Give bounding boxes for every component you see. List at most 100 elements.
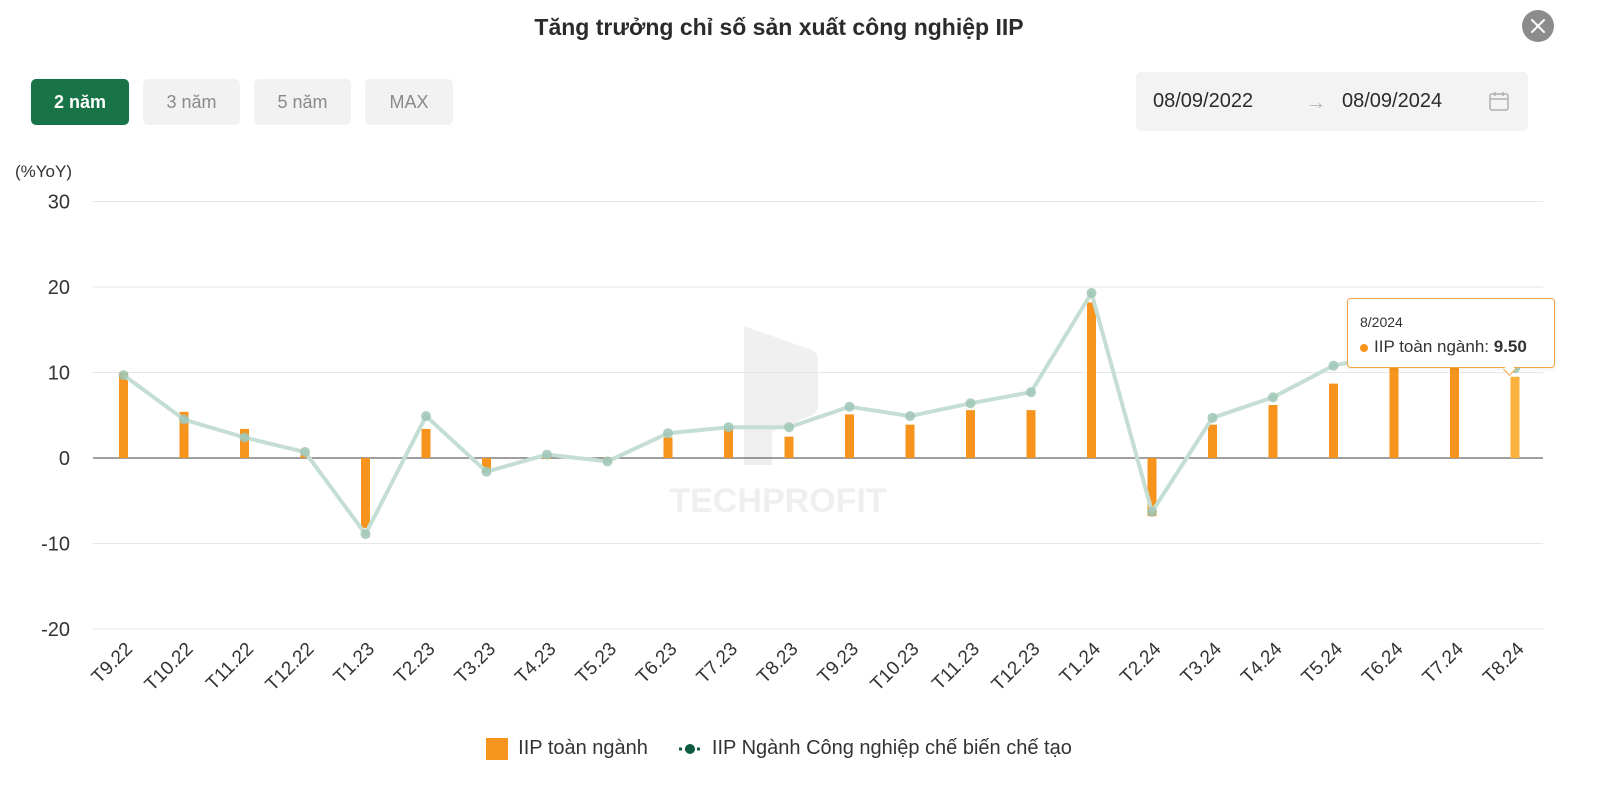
y-axis-unit-label: (%YoY) (15, 162, 73, 181)
legend-item-iip-total[interactable]: IIP toàn ngành (486, 737, 648, 760)
point-iip-manufacturing[interactable] (542, 449, 552, 460)
bar-iip-total[interactable] (1147, 458, 1157, 517)
x-tick-label: T6.24 (1358, 638, 1408, 688)
point-iip-manufacturing[interactable] (1207, 412, 1218, 423)
point-iip-manufacturing[interactable] (1086, 287, 1097, 298)
x-tick-label: T2.23 (390, 639, 439, 688)
point-iip-manufacturing[interactable] (1328, 360, 1339, 371)
point-iip-manufacturing[interactable] (481, 466, 492, 477)
point-iip-manufacturing[interactable] (1026, 387, 1036, 398)
x-tick-label: T9.22 (88, 639, 137, 688)
close-button[interactable] (1522, 10, 1554, 42)
bar-iip-total[interactable] (905, 424, 915, 458)
bar-iip-total[interactable] (361, 458, 370, 529)
tooltip-date: 8/2024 (1360, 314, 1403, 330)
legend-bar-swatch-icon (486, 737, 509, 760)
x-tick-label: T12.23 (988, 639, 1045, 696)
line-iip-manufacturing (122, 290, 1516, 537)
point-iip-manufacturing[interactable] (663, 428, 673, 439)
x-tick-label: T5.23 (572, 639, 621, 688)
point-iip-manufacturing[interactable] (239, 432, 250, 443)
bar-iip-total[interactable] (1026, 410, 1036, 458)
x-tick-label: T4.24 (1237, 638, 1287, 688)
point-iip-manufacturing[interactable] (844, 401, 855, 412)
range-tab-3-years[interactable]: 3 năm (143, 79, 240, 125)
bar-iip-total[interactable] (240, 428, 249, 458)
legend-label-iip-manufacturing: IIP Ngành Công nghiệp chế biến chế tạo (711, 737, 1072, 759)
legend-line-swatch-icon (678, 743, 701, 754)
range-tab-max[interactable]: MAX (365, 79, 453, 125)
end-date[interactable]: 08/09/2024 (1342, 90, 1443, 112)
x-tick-label: T8.24 (1479, 638, 1529, 688)
chart-legend: IIP toàn ngành IIP Ngành Công nghiệp chế… (0, 737, 1558, 760)
chart-title: Tăng trưởng chỉ số sản xuất công nghiệp … (534, 14, 1024, 40)
x-tick-label: T7.23 (693, 639, 742, 688)
x-tick-label: T3.23 (451, 639, 500, 688)
tooltip-dot-icon (1360, 343, 1368, 352)
point-iip-manufacturing[interactable] (118, 370, 129, 381)
x-tick-label: T8.23 (753, 639, 802, 688)
tooltip-series: IIP toàn ngành (1374, 337, 1485, 356)
x-tick-label: T4.23 (511, 639, 560, 688)
point-iip-manufacturing[interactable] (300, 447, 310, 458)
arrow-right-icon: → (1306, 92, 1326, 114)
range-tab-5-years[interactable]: 5 năm (254, 79, 351, 125)
point-iip-manufacturing[interactable] (602, 456, 613, 467)
point-iip-manufacturing[interactable] (1147, 506, 1157, 517)
point-iip-manufacturing[interactable] (784, 422, 794, 433)
point-iip-manufacturing[interactable] (965, 398, 976, 409)
point-iip-manufacturing[interactable] (723, 422, 734, 433)
bar-iip-total[interactable] (179, 411, 189, 458)
bar-iip-total[interactable] (663, 437, 673, 458)
point-iip-manufacturing[interactable] (1268, 392, 1278, 403)
x-tick-label: T10.23 (867, 639, 924, 696)
calendar-icon[interactable] (1488, 90, 1510, 112)
bar-iip-total[interactable] (421, 428, 431, 458)
x-tick-label: T3.24 (1177, 638, 1227, 688)
tooltip-value: 9.50 (1493, 337, 1527, 356)
bar-iip-total[interactable] (1268, 404, 1278, 458)
chart-tooltip: 8/2024 IIP toàn ngành: 9.50 (1347, 298, 1555, 376)
bar-iip-total[interactable] (1510, 376, 1520, 458)
x-tick-label: T6.23 (632, 639, 681, 688)
bar-iip-total[interactable] (724, 428, 733, 458)
y-tick-label: -10 (41, 534, 70, 556)
tooltip-row: IIP toàn ngành: 9.50 (1360, 337, 1527, 357)
point-iip-manufacturing[interactable] (179, 414, 189, 425)
x-tick-label: T1.23 (330, 639, 379, 688)
x-tick-label: T1.24 (1056, 638, 1106, 688)
close-icon (1531, 19, 1545, 33)
bar-iip-total[interactable] (1329, 383, 1338, 458)
bar-iip-total[interactable] (784, 436, 794, 458)
bar-iip-total[interactable] (966, 410, 975, 458)
point-iip-manufacturing[interactable] (421, 411, 431, 422)
techprofit-logo: TECHPROFIT (669, 326, 887, 520)
point-iip-manufacturing[interactable] (905, 411, 915, 422)
bar-iip-total[interactable] (482, 458, 491, 473)
y-tick-label: -20 (41, 619, 70, 641)
legend-label-iip-total: IIP toàn ngành (518, 737, 648, 759)
x-tick-label: T12.22 (262, 639, 319, 696)
x-tick-label: T2.24 (1116, 638, 1166, 688)
bar-iip-total[interactable] (1208, 424, 1217, 458)
x-tick-label: T11.22 (202, 639, 258, 695)
watermark-text: TECHPROFIT (669, 482, 886, 520)
bar-iip-total[interactable] (845, 414, 854, 458)
x-tick-label: T11.23 (928, 639, 984, 695)
bar-iip-total[interactable] (1389, 364, 1399, 458)
legend-item-iip-manufacturing[interactable]: IIP Ngành Công nghiệp chế biến chế tạo (678, 737, 1072, 760)
x-tick-label: T9.23 (814, 639, 863, 688)
bar-iip-total[interactable] (1450, 362, 1459, 458)
point-iip-manufacturing[interactable] (360, 529, 371, 540)
y-tick-label: 30 (48, 192, 70, 214)
bar-iip-total[interactable] (1087, 302, 1096, 458)
x-tick-label: T10.22 (141, 639, 198, 696)
date-range-picker[interactable]: 08/09/2022 → 08/09/2024 (1136, 72, 1528, 131)
start-date[interactable]: 08/09/2022 (1153, 90, 1254, 112)
bar-iip-total[interactable] (119, 372, 128, 459)
x-tick-label: T5.24 (1298, 638, 1348, 688)
range-tab-2-years[interactable]: 2 năm (31, 79, 129, 125)
y-tick-label: 10 (48, 363, 70, 385)
y-tick-label: 20 (48, 277, 70, 299)
